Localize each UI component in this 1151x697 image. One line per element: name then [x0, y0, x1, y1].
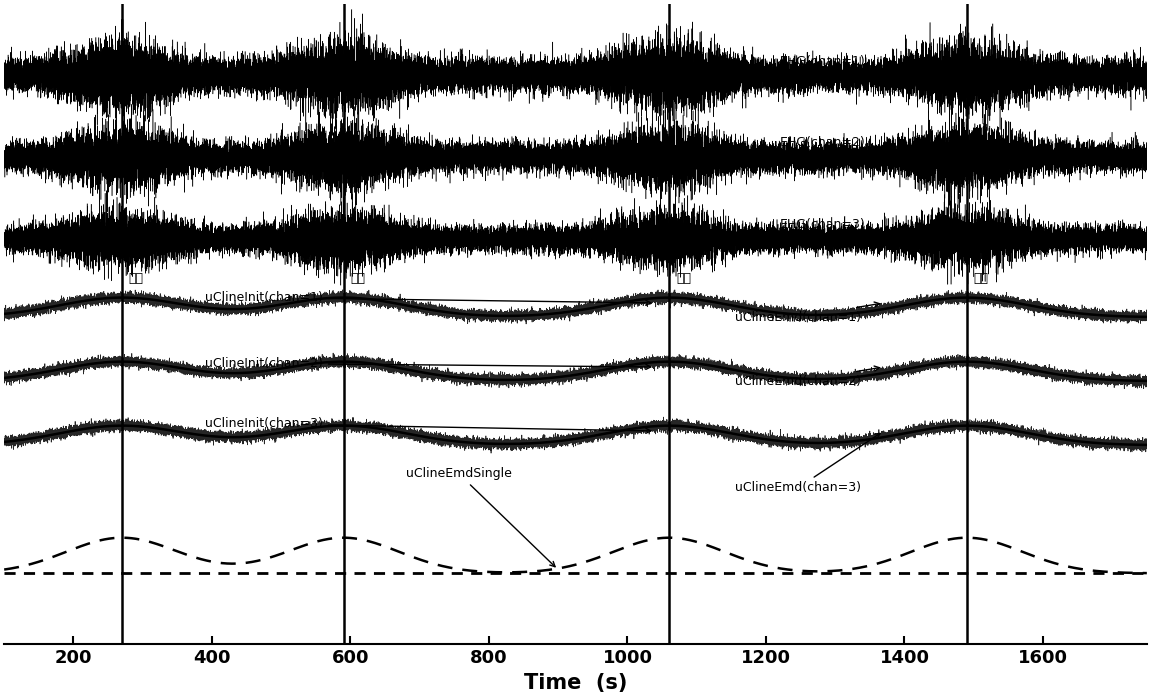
Text: uClineEmdSingle: uClineEmdSingle — [406, 467, 555, 567]
Text: 宫缩: 宫缩 — [974, 272, 989, 285]
Text: uClineInit(chan=3): uClineInit(chan=3) — [205, 418, 650, 434]
Text: uClineInit(chan=2): uClineInit(chan=2) — [205, 357, 650, 370]
X-axis label: Time  (s): Time (s) — [524, 673, 627, 693]
Text: uClineEmd(chan=2): uClineEmd(chan=2) — [734, 366, 879, 388]
Text: uClineInit(chan=1): uClineInit(chan=1) — [205, 291, 650, 305]
Text: uClineEmd(chan=3): uClineEmd(chan=3) — [734, 434, 881, 494]
Text: 宫缩: 宫缩 — [129, 272, 144, 285]
Text: EHG(chan=1): EHG(chan=1) — [779, 54, 866, 68]
Text: 宫缩: 宫缩 — [350, 272, 365, 285]
Text: EHG(chan=2): EHG(chan=2) — [779, 137, 866, 149]
Text: uClineEmd(chan=1): uClineEmd(chan=1) — [734, 302, 879, 323]
Text: 宫缩: 宫缩 — [676, 272, 691, 285]
Text: EHG(chan=3): EHG(chan=3) — [779, 218, 866, 231]
